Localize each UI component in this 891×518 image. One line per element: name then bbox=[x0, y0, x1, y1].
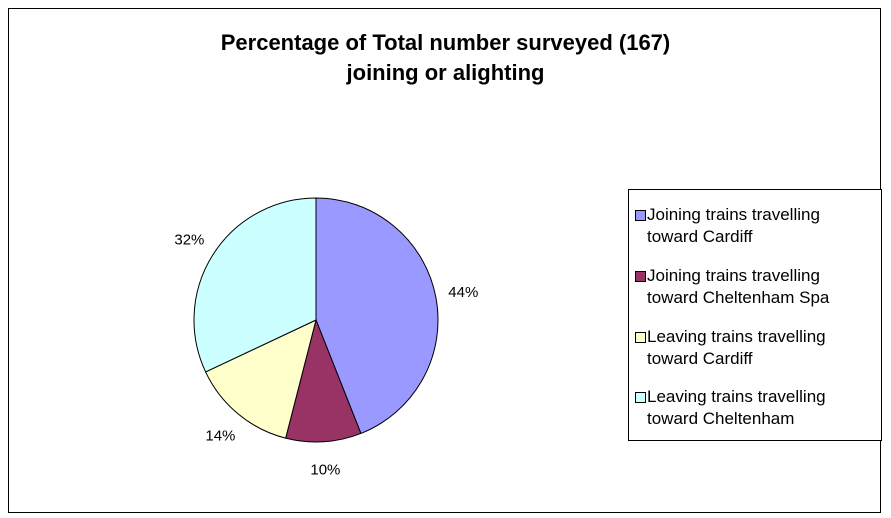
legend-label-4: Leaving trains travelling toward Cheltenh… bbox=[647, 386, 883, 430]
pie-slice-3 bbox=[204, 319, 317, 439]
chart-title-line-1: Percentage of Total number surveyed (167… bbox=[220, 30, 671, 55]
legend-item-1: Joining trains travelling toward Cardiff bbox=[629, 200, 883, 260]
pie-slice-2 bbox=[285, 318, 362, 443]
legend-label-2-line-1: Joining trains travelling bbox=[647, 266, 820, 285]
legend-item-4: Leaving trains travelling toward Cheltenh… bbox=[629, 382, 883, 442]
legend-label-3-line-1: Leaving trains travelling bbox=[647, 327, 826, 346]
legend-swatch-4 bbox=[635, 392, 646, 403]
pie-data-label-4: 32% bbox=[174, 232, 204, 249]
chart-title: Percentage of Total number surveyed (167… bbox=[0, 28, 891, 88]
pie-data-label-3: 14% bbox=[205, 428, 235, 445]
legend-label-1-line-1: Joining trains travelling bbox=[647, 205, 820, 224]
legend-label-2: Joining trains travelling toward Cheltenh… bbox=[647, 265, 883, 309]
pie-slice-1 bbox=[315, 197, 439, 435]
legend-swatch-3 bbox=[635, 332, 646, 343]
chart-title-line-2: joining or alighting bbox=[346, 60, 545, 85]
legend-swatch-1 bbox=[635, 210, 646, 221]
pie-data-label-1: 44% bbox=[448, 284, 478, 301]
legend-label-3-line-2: toward Cardiff bbox=[647, 349, 753, 368]
legend-label-4-line-1: Leaving trains travelling bbox=[647, 387, 826, 406]
pie-slice-4 bbox=[193, 197, 317, 373]
pie-data-label-2: 10% bbox=[310, 462, 340, 479]
legend-label-3: Leaving trains travelling toward Cardiff bbox=[647, 326, 883, 370]
legend-item-2: Joining trains travelling toward Cheltenh… bbox=[629, 261, 883, 321]
legend-label-1: Joining trains travelling toward Cardiff bbox=[647, 204, 883, 248]
legend-label-2-line-2: toward Cheltenham Spa bbox=[647, 288, 830, 307]
legend-item-3: Leaving trains travelling toward Cardiff bbox=[629, 322, 883, 382]
legend-label-4-line-2: toward Cheltenham bbox=[647, 409, 795, 428]
chart-legend: Joining trains travelling toward Cardiff J… bbox=[628, 189, 882, 441]
legend-label-1-line-2: toward Cardiff bbox=[647, 227, 753, 246]
legend-swatch-2 bbox=[635, 271, 646, 282]
